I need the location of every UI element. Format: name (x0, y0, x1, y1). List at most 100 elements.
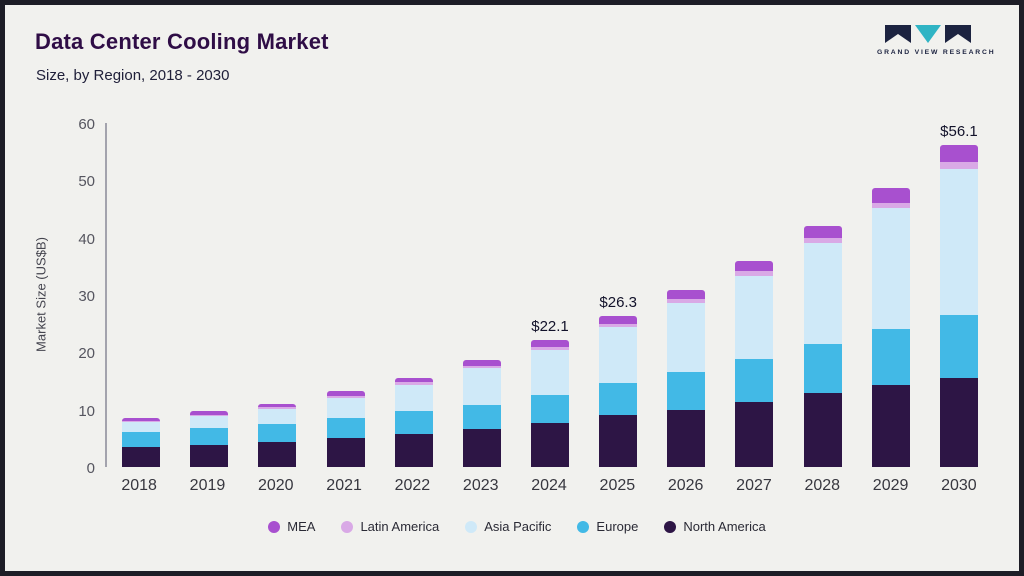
bar-column-2023 (448, 123, 516, 467)
segment-europe (258, 423, 297, 442)
segment-latin-america (735, 270, 774, 276)
y-tick-label: 50 (78, 173, 95, 191)
legend-item-latin-america: Latin America (341, 519, 439, 534)
segment-north-america (599, 415, 638, 467)
bar-column-2020 (243, 123, 311, 467)
x-tick-label: 2025 (599, 477, 636, 494)
x-tick-label: 2023 (462, 477, 499, 494)
segment-asia-pacific (258, 408, 297, 424)
segment-north-america (803, 393, 842, 467)
x-tick-label: 2029 (872, 477, 909, 494)
legend-label: North America (683, 519, 766, 534)
segment-mea (190, 411, 229, 415)
x-tick-label: 2020 (257, 477, 294, 494)
segment-europe (531, 394, 570, 423)
segment-europe (462, 404, 501, 430)
segment-mea (735, 260, 774, 271)
legend-label: MEA (287, 519, 316, 534)
segment-europe (122, 432, 161, 447)
bar-column-2022 (380, 123, 448, 467)
legend-swatch-latin-america (341, 520, 354, 533)
segment-north-america (667, 409, 706, 467)
stacked-bar-2024 (531, 340, 570, 467)
bar-column-2018 (107, 123, 175, 467)
stacked-bar-2028 (803, 226, 842, 467)
segment-mea (258, 403, 297, 408)
segment-asia-pacific (394, 384, 433, 411)
y-axis-title: Market Size (US$B) (33, 237, 49, 352)
bar-value-label-2024: $22.1 (531, 318, 569, 336)
segment-europe (735, 358, 774, 403)
stacked-bar-2029 (871, 188, 910, 467)
segment-latin-america (599, 323, 638, 328)
legend-item-europe: Europe (577, 519, 638, 534)
segment-north-america (394, 433, 433, 467)
grand-view-research-logo: GRAND VIEW RESEARCH (877, 23, 996, 56)
legend-swatch-europe (577, 520, 590, 533)
segment-north-america (871, 385, 910, 467)
x-tick-label: 2024 (531, 477, 567, 494)
segment-mea (803, 226, 842, 239)
legend-item-asia-pacific: Asia Pacific (465, 519, 551, 534)
segment-asia-pacific (122, 421, 161, 433)
segment-north-america (462, 429, 501, 467)
segment-north-america (258, 441, 297, 467)
y-tick-label: 0 (86, 460, 95, 477)
segment-north-america (326, 438, 365, 467)
legend-item-north-america: North America (664, 519, 766, 534)
segment-asia-pacific (667, 303, 706, 373)
plot-area: $22.1 $26.3 $56.1 (105, 123, 993, 467)
segment-europe (394, 410, 433, 434)
segment-latin-america (394, 382, 433, 385)
x-tick-label: 2019 (189, 477, 226, 494)
legend-label: Latin America (360, 519, 440, 534)
segment-latin-america (258, 407, 297, 409)
segment-north-america (531, 422, 570, 467)
segment-latin-america (462, 365, 501, 369)
legend-swatch-asia-pacific (465, 520, 478, 533)
logo-text: GRAND VIEW RESEARCH (877, 49, 996, 56)
stacked-bar-2020 (258, 403, 297, 467)
x-tick-label: 2021 (326, 477, 362, 494)
x-tick-label: 2018 (121, 477, 157, 494)
segment-latin-america (803, 238, 842, 244)
legend-label: Europe (596, 519, 639, 534)
legend-item-mea: MEA (268, 519, 315, 534)
bar-column-2028 (789, 123, 857, 467)
segment-europe (871, 328, 910, 385)
segment-north-america (939, 377, 978, 467)
bar-column-2024: $22.1 (516, 123, 584, 467)
stacked-bar-2023 (462, 359, 501, 467)
segment-mea (122, 417, 161, 421)
segment-mea (326, 391, 365, 396)
bar-column-2027 (720, 123, 788, 467)
stacked-bar-2026 (667, 290, 706, 467)
segment-mea (531, 340, 570, 347)
segment-mea (599, 316, 638, 324)
chart-legend: MEA Latin America Asia Pacific Europe North … (5, 519, 1019, 534)
stacked-bar-2022 (394, 377, 433, 467)
y-tick-label: 40 (78, 230, 95, 248)
segment-asia-pacific (871, 208, 910, 329)
x-tick-label: 2026 (667, 477, 704, 494)
segment-europe (939, 314, 978, 378)
stacked-bar-2025 (599, 316, 638, 467)
x-tick-label: 2030 (941, 477, 977, 494)
legend-swatch-mea (268, 520, 281, 533)
legend-swatch-north-america (664, 520, 677, 533)
y-tick-label: 10 (78, 402, 95, 420)
stacked-bar-2030 (939, 145, 978, 467)
bar-value-label-2030: $56.1 (940, 123, 978, 141)
bar-column-2025: $26.3 (584, 123, 652, 467)
y-axis-ticks: 0 10 20 30 40 50 60 (55, 116, 95, 477)
stacked-bar-2018 (122, 417, 161, 467)
segment-mea (939, 145, 978, 163)
segment-europe (599, 382, 638, 416)
segment-mea (667, 290, 706, 300)
page-subtitle: Size, by Region, 2018 - 2030 (36, 67, 230, 84)
segment-europe (803, 344, 842, 393)
segment-europe (190, 428, 229, 445)
bar-column-2019 (175, 123, 243, 467)
bar-column-2021 (311, 123, 379, 467)
bar-column-2030: $56.1 (925, 123, 993, 467)
